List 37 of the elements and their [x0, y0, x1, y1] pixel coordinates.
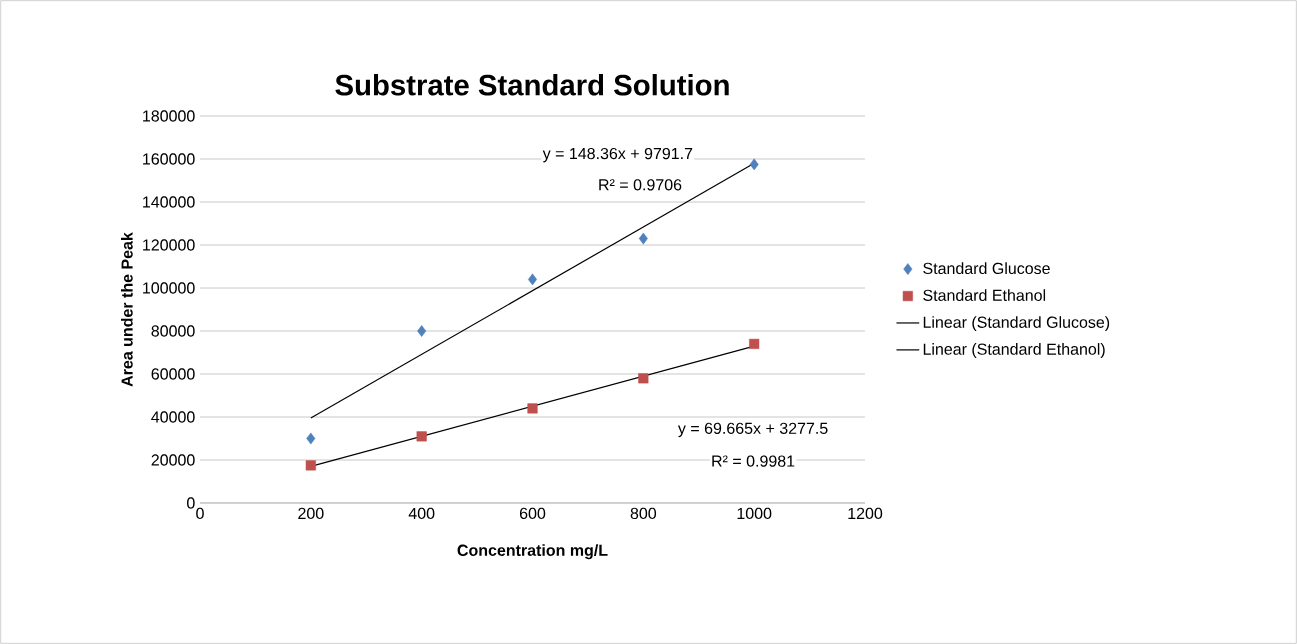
annotation: R² = 0.9981 [712, 455, 795, 467]
point [527, 403, 538, 414]
y-tick-label: 180000 [143, 110, 195, 122]
y-tick-label: 140000 [143, 196, 195, 208]
y-tick-label: 160000 [143, 153, 195, 165]
y-tick-label: 40000 [151, 411, 195, 423]
point [638, 232, 648, 245]
annotation: y = 148.36x + 9791.7 [542, 147, 693, 163]
point [749, 338, 760, 349]
legend-label: Standard Ethanol [923, 289, 1046, 301]
legend-label: Linear (Standard Ethanol) [923, 343, 1105, 358]
y-tick-label: 100000 [143, 282, 195, 294]
chart-title: Substrate Standard Solution [335, 74, 729, 96]
x-tick-label: 1000 [737, 507, 772, 520]
legend-label: Linear (Standard Glucose) [923, 316, 1110, 332]
point [305, 460, 316, 471]
y-tick-label: 0 [187, 497, 195, 509]
point [417, 325, 427, 337]
annotation: R² = 0.9706 [599, 179, 682, 191]
y-tick-label: 80000 [151, 325, 195, 337]
point [749, 158, 759, 171]
x-tick-label: 1200 [848, 507, 883, 520]
x-tick-label: 600 [519, 507, 546, 520]
y-tick-label: 60000 [151, 368, 195, 380]
point [306, 432, 316, 445]
point [638, 373, 649, 384]
y-tick-label: 20000 [151, 454, 195, 466]
point [416, 431, 427, 442]
x-tick-label: 800 [630, 507, 657, 520]
legend-label: Standard Glucose [923, 262, 1050, 275]
annotation: y = 69.665x + 3277.5 [677, 422, 828, 438]
x-tick-label: 200 [298, 507, 324, 520]
x-axis-title: Concentration mg/L [457, 544, 608, 560]
x-tick-label: 0 [196, 507, 204, 520]
x-tick-label: 400 [408, 507, 435, 520]
y-tick-label: 120000 [143, 239, 195, 251]
y-axis-title: Area under the Peak [121, 232, 133, 387]
